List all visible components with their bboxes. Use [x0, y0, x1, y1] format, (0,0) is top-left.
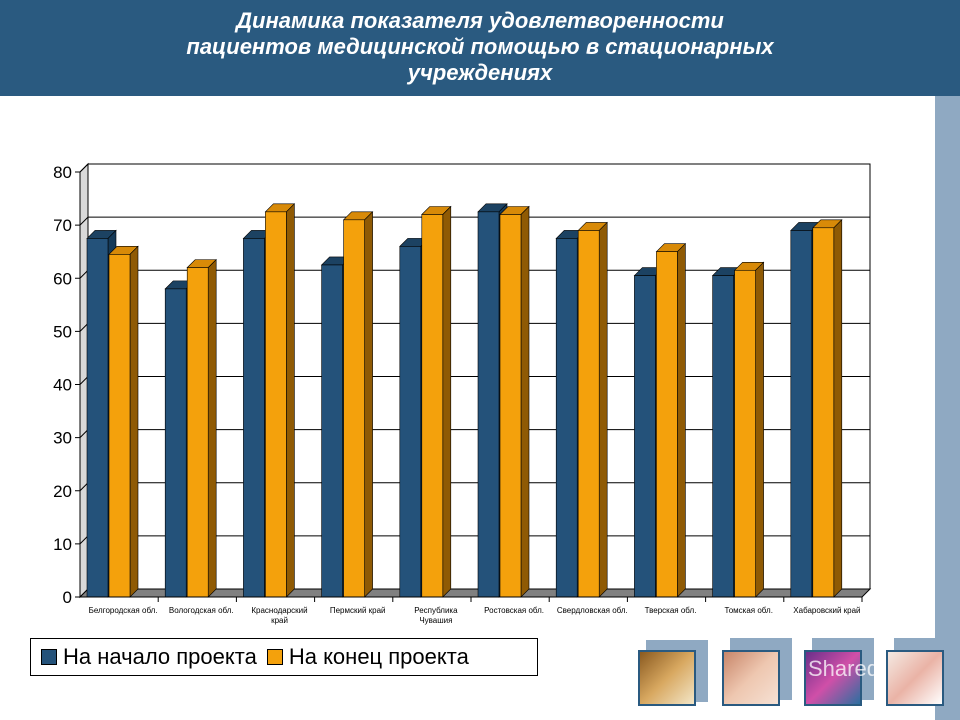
bar — [656, 251, 678, 598]
bar — [577, 230, 600, 598]
title-line-2: пациентов медицинской помощью в стациона… — [186, 34, 774, 59]
bar — [421, 214, 444, 598]
x-tick-label: Пермский край — [330, 606, 386, 615]
bar — [265, 211, 287, 598]
bar — [343, 219, 365, 598]
bar — [634, 275, 656, 598]
legend-item-end: На конец проекта — [266, 644, 469, 670]
x-tick-label: Томская обл. — [724, 606, 772, 615]
y-tick-label: 40 — [53, 376, 72, 395]
x-tick-label: Чувашия — [419, 616, 452, 625]
x-tick-label: Свердловская обл. — [557, 606, 628, 615]
y-tick-label: 20 — [53, 482, 72, 501]
bar — [555, 238, 578, 598]
gridline-side — [79, 323, 89, 332]
x-tick-label: Краснодарский — [251, 606, 307, 615]
bar — [321, 264, 343, 598]
header-band — [0, 0, 960, 96]
gridline-side — [79, 216, 89, 226]
gridline-side — [79, 535, 89, 545]
bar-side — [286, 203, 295, 598]
gridline-side — [79, 429, 89, 438]
bar-side — [520, 205, 530, 598]
x-tick-label: Тверская обл. — [645, 606, 697, 615]
y-tick-label: 10 — [53, 535, 72, 554]
bar — [812, 227, 835, 598]
bar — [186, 267, 209, 598]
photo-thumbnails — [636, 638, 956, 720]
x-tick-label: Хабаровский край — [793, 606, 860, 615]
bar-side — [598, 221, 608, 598]
y-tick-label: 50 — [53, 322, 72, 341]
watermark-text: Shared — [808, 656, 879, 681]
bar-side — [364, 211, 373, 598]
x-tick-label: Вологодская обл. — [169, 606, 234, 615]
gridline-side — [79, 376, 89, 385]
bar-side — [755, 261, 764, 598]
y-tick-label: 0 — [63, 588, 72, 607]
gridline-side — [79, 482, 89, 492]
thumb-medical-image — [804, 650, 862, 706]
bar-side — [129, 245, 139, 598]
bar-side — [833, 219, 843, 598]
legend-label-end: На конец проекта — [288, 644, 469, 669]
thumb-baby-image — [722, 650, 780, 706]
bar — [499, 214, 522, 598]
thumb-hands-image — [886, 650, 944, 706]
gridline-side — [79, 163, 89, 173]
legend-swatch-start — [41, 649, 57, 665]
bar-side — [677, 242, 686, 598]
y-tick-label: 80 — [53, 163, 72, 182]
legend-swatch-end — [266, 649, 283, 665]
bar — [712, 275, 734, 598]
bar — [477, 211, 500, 598]
y-tick-label: 60 — [53, 269, 72, 288]
bar — [790, 230, 813, 598]
title-line-1: Динамика показателя удовлетворенности — [236, 8, 724, 33]
x-tick-label: Республика — [414, 606, 458, 615]
y-tick-label: 30 — [53, 429, 72, 448]
bar — [108, 254, 131, 598]
chart-legend: На начало проекта На конец проекта — [30, 638, 538, 676]
bar-side — [442, 205, 452, 598]
title-line-3: учреждениях — [407, 60, 553, 85]
right-decorative-strip — [935, 96, 960, 720]
y-tick-label: 70 — [53, 216, 72, 235]
x-tick-label: Ростовская обл. — [484, 606, 544, 615]
page-title: Динамика показателя удовлетворенности па… — [60, 8, 900, 86]
x-tick-label: Белгородская обл. — [89, 606, 158, 615]
bar — [243, 238, 265, 598]
legend-item-start: На начало проекта — [41, 644, 257, 670]
bar — [164, 288, 187, 598]
bar — [734, 269, 756, 598]
gridline-side — [79, 269, 89, 279]
thumb-pills-image — [638, 650, 696, 706]
bar — [399, 246, 422, 598]
bar — [86, 238, 109, 598]
x-tick-label: край — [271, 616, 288, 625]
bar-chart: 0 10 20 30 40 50 60 70 80 Белгородская обл. Волого… — [53, 162, 872, 625]
bar-side — [207, 258, 217, 598]
legend-label-start: На начало проекта — [63, 644, 257, 669]
